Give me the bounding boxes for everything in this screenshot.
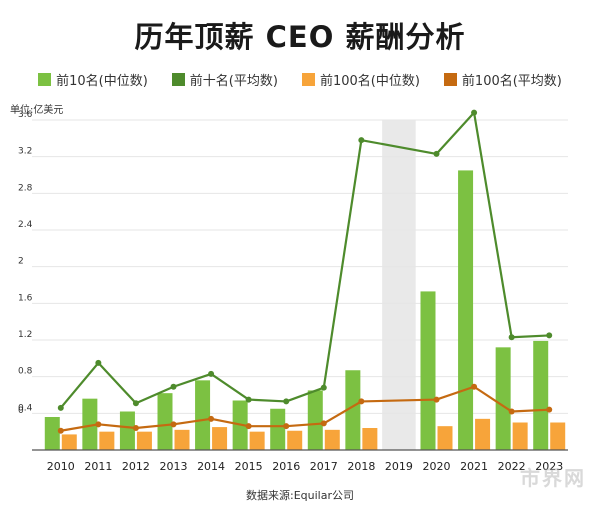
bar-top10-median-2010	[44, 417, 60, 450]
point-top10-mean-2021	[471, 109, 478, 116]
point-top100-mean-2010	[57, 427, 64, 434]
legend-swatch	[301, 73, 315, 86]
point-top10-mean-2011	[95, 359, 102, 366]
legend-swatch	[443, 73, 457, 86]
x-tick-label-2023: 2023	[535, 460, 563, 473]
bar-top100-median-2015	[249, 431, 265, 450]
point-top100-mean-2013	[170, 421, 177, 428]
bar-top100-median-2014	[212, 427, 228, 450]
bar-top100-median-2017	[324, 429, 340, 450]
y-tick-label: 1.6	[18, 293, 33, 303]
legend-swatch	[38, 73, 52, 86]
point-top10-mean-2023	[546, 332, 553, 339]
legend-item-top10-mean: 前十名(平均数)	[171, 70, 278, 89]
bar-top100-median-2013	[174, 429, 190, 450]
bar-top10-median-2016	[270, 408, 286, 450]
point-top100-mean-2017	[320, 420, 327, 427]
bar-top10-median-2011	[82, 398, 98, 450]
bar-top10-median-2022	[495, 347, 511, 450]
point-top10-mean-2017	[320, 384, 327, 391]
y-tick-label: 2	[18, 257, 24, 267]
chart-title: 历年顶薪 CEO 薪酬分析	[134, 20, 466, 54]
point-top10-mean-2016	[283, 398, 290, 405]
x-tick-label-2019: 2019	[385, 460, 413, 473]
bar-top10-median-2020	[420, 291, 436, 450]
point-top100-mean-2014	[208, 415, 215, 422]
bar-top100-median-2011	[99, 431, 115, 450]
legend-label: 前十名(平均数)	[189, 74, 278, 89]
legend-label: 前10名(中位数)	[56, 74, 148, 89]
x-tick-label-2020: 2020	[423, 460, 451, 473]
x-tick-label-2016: 2016	[272, 460, 300, 473]
point-top10-mean-2015	[245, 396, 252, 403]
legend-item-top100-mean: 前100名(平均数)	[443, 70, 562, 89]
bar-top10-median-2023	[533, 340, 549, 450]
x-tick-label-2012: 2012	[122, 460, 150, 473]
bar-top10-median-2014	[195, 380, 211, 450]
bar-top100-median-2010	[61, 434, 77, 450]
point-top10-mean-2020	[433, 150, 440, 157]
unit-label: 单位:亿美元	[10, 105, 64, 116]
y-tick-label: 3.2	[18, 147, 32, 157]
x-tick-label-2013: 2013	[160, 460, 188, 473]
x-tick-label-2017: 2017	[310, 460, 338, 473]
point-top10-mean-2014	[208, 370, 215, 377]
bar-top100-median-2018	[362, 428, 378, 450]
point-top10-mean-2012	[132, 400, 139, 407]
source-note: 数据来源:Equilar公司	[246, 489, 354, 502]
bar-top10-median-2017	[307, 390, 323, 450]
point-top10-mean-2018	[358, 137, 365, 144]
point-top100-mean-2022	[508, 408, 515, 415]
y-tick-label: 2.8	[18, 183, 33, 193]
point-top10-mean-2022	[508, 334, 515, 341]
y-tick-label: 0	[18, 406, 24, 416]
point-top100-mean-2011	[95, 421, 102, 428]
bar-top10-median-2018	[345, 370, 361, 450]
bar-top100-median-2016	[287, 430, 303, 450]
x-tick-label-2010: 2010	[47, 460, 75, 473]
x-tick-label-2018: 2018	[347, 460, 375, 473]
x-tick-label-2022: 2022	[498, 460, 526, 473]
bar-top10-median-2012	[119, 411, 135, 450]
watermark: 市界网	[520, 466, 586, 490]
bar-top10-median-2013	[157, 393, 173, 450]
bar-top100-median-2022	[512, 422, 528, 450]
bar-top10-median-2021	[458, 170, 474, 450]
y-tick-label: 0.8	[18, 367, 33, 377]
bar-top100-median-2021	[475, 418, 491, 450]
legend-item-top10-median: 前10名(中位数)	[38, 70, 148, 89]
legend-label: 前100名(中位数)	[319, 74, 420, 89]
point-top100-mean-2015	[245, 423, 252, 430]
point-top100-mean-2012	[132, 425, 139, 431]
x-tick-label-2021: 2021	[460, 460, 488, 473]
point-top100-mean-2020	[433, 396, 440, 403]
point-top100-mean-2016	[283, 423, 290, 430]
y-tick-label: 2.4	[18, 220, 33, 230]
point-top10-mean-2013	[170, 383, 177, 390]
x-tick-label-2011: 2011	[84, 460, 112, 473]
highlight-band-2019	[382, 120, 416, 450]
point-top100-mean-2023	[546, 406, 553, 413]
x-tick-label-2014: 2014	[197, 460, 225, 473]
y-tick-label: 1.2	[18, 330, 32, 340]
point-top10-mean-2010	[57, 404, 64, 411]
y-tick-label: 3.6	[18, 110, 33, 120]
bar-top100-median-2023	[550, 422, 566, 450]
y-tick-label: 0.4	[18, 403, 33, 413]
legend: 前10名(中位数) 前十名(平均数) 前100名(中位数) 前100名(平均数)	[0, 70, 600, 89]
bar-top100-median-2020	[437, 426, 453, 450]
legend-label: 前100名(平均数)	[461, 74, 562, 89]
point-top100-mean-2018	[358, 398, 365, 405]
legend-item-top100-median: 前100名(中位数)	[301, 70, 420, 89]
point-top100-mean-2021	[471, 383, 478, 390]
legend-swatch	[171, 73, 185, 86]
x-tick-label-2015: 2015	[235, 460, 263, 473]
bar-top100-median-2012	[136, 431, 152, 450]
